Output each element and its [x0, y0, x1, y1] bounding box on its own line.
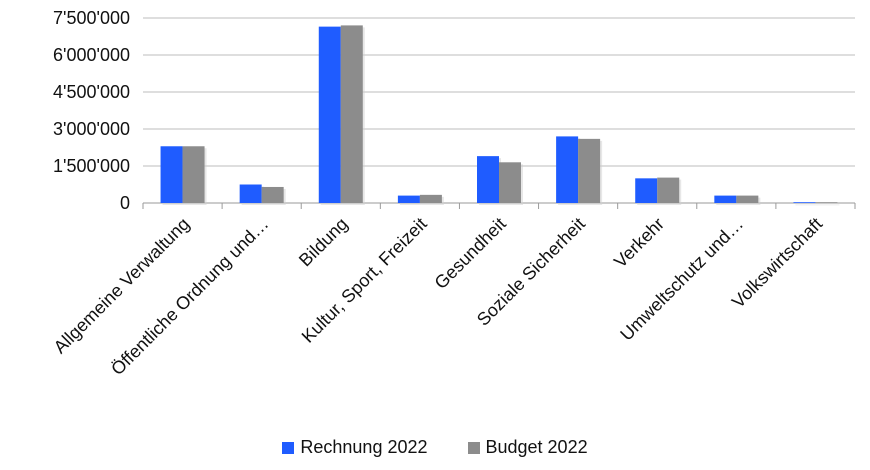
- y-tick-label: 6'000'000: [53, 45, 130, 65]
- bar-rechnung: [714, 195, 737, 203]
- legend-item-budget: Budget 2022: [467, 437, 588, 458]
- legend: Rechnung 2022 Budget 2022: [0, 437, 870, 458]
- bar-shadow: [817, 204, 840, 206]
- bar-budget: [340, 25, 363, 204]
- x-tick-label: Verkehr: [610, 214, 668, 272]
- bar-budget: [182, 146, 205, 203]
- bar-budget: [736, 195, 759, 203]
- y-tick-label: 0: [120, 193, 130, 213]
- bar-rechnung: [635, 178, 658, 203]
- bar-budget: [499, 162, 521, 203]
- x-tick-label: Gesundheit: [431, 214, 510, 293]
- bar-budget: [261, 186, 284, 203]
- legend-label-rechnung: Rechnung 2022: [300, 437, 428, 457]
- bar-rechnung: [793, 202, 816, 203]
- bar-budget: [419, 194, 442, 203]
- legend-item-rechnung: Rechnung 2022: [282, 437, 428, 458]
- bar-budget: [657, 177, 680, 203]
- bar-rechnung: [556, 136, 579, 203]
- bar-shadow: [795, 204, 818, 206]
- bar-budget: [815, 202, 838, 203]
- bar-budget: [578, 138, 601, 203]
- y-tick-label: 4'500'000: [53, 82, 130, 102]
- bar-rechnung: [477, 156, 499, 203]
- y-tick-label: 1'500'000: [53, 156, 130, 176]
- bar-rechnung: [318, 26, 341, 204]
- bar-rechnung: [239, 184, 262, 203]
- y-tick-label: 3'000'000: [53, 119, 130, 139]
- legend-swatch-budget: [467, 441, 480, 454]
- legend-label-budget: Budget 2022: [485, 437, 588, 457]
- y-tick-label: 7'500'000: [53, 8, 130, 28]
- x-tick-label: Öffentliche Ordnung und…: [107, 214, 272, 379]
- legend-swatch-rechnung: [282, 441, 295, 454]
- bar-chart: 0 1'500'000 3'000'000 4'500'000 6'000'000 7'5…: [50, 8, 856, 379]
- bar-rechnung: [397, 195, 420, 203]
- x-tick-label: Allgemeine Verwaltung: [50, 214, 194, 358]
- bar-rechnung: [160, 146, 183, 203]
- x-tick-label: Bildung: [295, 214, 352, 271]
